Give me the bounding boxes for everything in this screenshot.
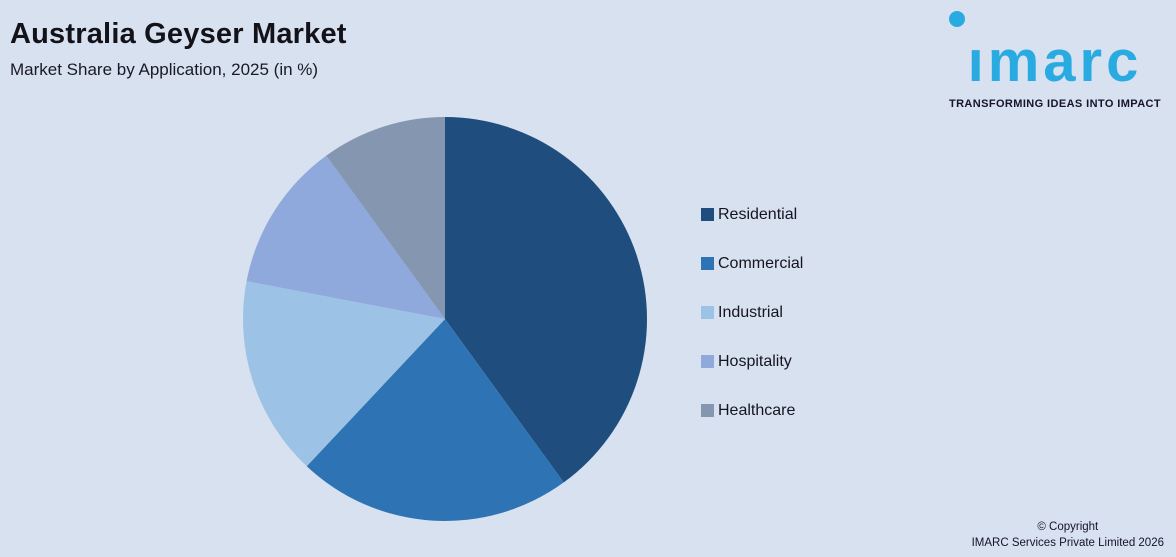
legend-label: Healthcare <box>718 401 796 419</box>
logo-wordmark: ımarc <box>967 29 1143 94</box>
pie-chart <box>243 117 647 521</box>
pie-slice-healthcare <box>326 117 445 319</box>
pie-slice-commercial <box>306 319 564 521</box>
chart-header: Australia Geyser Market Market Share by … <box>10 18 347 80</box>
legend-label: Commercial <box>718 254 804 272</box>
pie-slice-residential <box>445 117 647 483</box>
legend-swatch <box>701 355 714 368</box>
imarc-logo: ımarc TRANSFORMING IDEAS INTO IMPACT <box>936 0 1174 110</box>
page-title: Australia Geyser Market <box>10 18 347 50</box>
legend-swatch <box>701 208 714 221</box>
legend-item-hospitality: Hospitality <box>701 353 803 370</box>
legend-item-residential: Residential <box>701 206 803 223</box>
page-subtitle: Market Share by Application, 2025 (in %) <box>10 60 319 79</box>
copyright-line2: IMARC Services Private Limited 2026 <box>971 536 1164 549</box>
legend-item-healthcare: Healthcare <box>701 402 803 419</box>
pie-chart-svg <box>243 117 647 521</box>
legend-item-commercial: Commercial <box>701 255 803 272</box>
pie-slice-industrial <box>243 281 445 467</box>
pie-slice-hospitality <box>246 155 445 319</box>
legend-label: Hospitality <box>718 352 792 370</box>
copyright-line1: © Copyright <box>1037 520 1099 533</box>
legend-swatch <box>701 404 714 417</box>
legend-swatch <box>701 306 714 319</box>
logo-tagline: TRANSFORMING IDEAS INTO IMPACT <box>948 98 1162 110</box>
legend-item-industrial: Industrial <box>701 304 803 321</box>
legend-label: Industrial <box>718 303 783 321</box>
copyright: © Copyright IMARC Services Private Limit… <box>972 519 1164 551</box>
legend: Residential Commercial Industrial Hospitali… <box>701 206 803 451</box>
legend-swatch <box>701 257 714 270</box>
legend-label: Residential <box>718 205 798 223</box>
logo-dot-icon <box>949 11 965 27</box>
